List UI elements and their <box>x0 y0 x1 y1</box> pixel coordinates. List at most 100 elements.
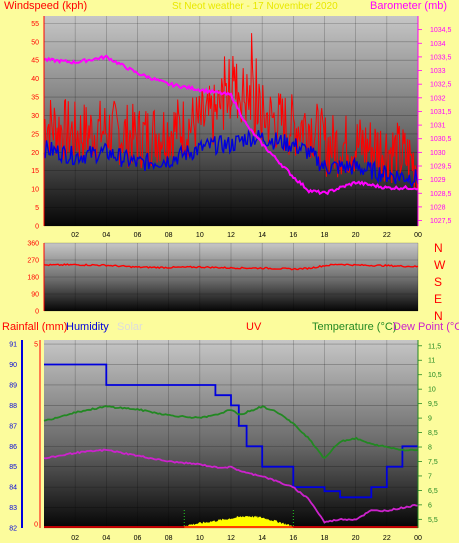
compass-labels: N W S E N <box>434 240 445 325</box>
wind-x-tick: 10 <box>196 232 204 239</box>
temperature-y-tick: 9,5 <box>428 401 438 408</box>
baro-y-tick: 1032 <box>430 95 446 102</box>
windspeed-line <box>43 33 419 191</box>
wind-x-tick: 02 <box>71 232 79 239</box>
baro-y-tick: 1033,5 <box>430 54 452 61</box>
temperature-line <box>43 405 419 459</box>
temperature-y-tick: 11 <box>428 358 435 365</box>
temperature-y-tick: 8,5 <box>428 430 438 437</box>
bottom-x-tick: 18 <box>321 535 329 542</box>
baro-y-tick: 1031,5 <box>430 109 452 116</box>
wind-x-tick: 12 <box>227 232 235 239</box>
bottom-x-tick: 06 <box>134 535 142 542</box>
baro-y-tick: 1030 <box>430 150 446 157</box>
site-date-title: St Neot weather - 17 November 2020 <box>172 1 338 12</box>
wind-y-tick: 10 <box>31 187 39 194</box>
wind-y-tick: 55 <box>31 21 39 28</box>
rain-y-tick: 5 <box>34 342 38 349</box>
wind-y-tick: 25 <box>31 131 39 138</box>
baro-y-tick: 1032,5 <box>430 82 452 89</box>
dew-point-line <box>43 448 419 524</box>
baro-y-tick: 1029,5 <box>430 164 452 171</box>
rain-y-tick: 0 <box>34 522 38 529</box>
wind-y-tick: 40 <box>31 76 39 83</box>
wind-y-tick: 45 <box>31 58 39 65</box>
temperature-y-tick: 6,5 <box>428 488 438 495</box>
compass-s: S <box>434 275 443 289</box>
humidity-title: Humidity <box>66 321 109 333</box>
humidity-y-tick: 82 <box>9 526 17 533</box>
humidity-y-tick: 90 <box>9 362 17 369</box>
direction-y-tick: 90 <box>31 292 39 299</box>
humidity-y-tick: 83 <box>9 505 17 512</box>
humidity-line <box>44 363 418 499</box>
direction-y-tick: 360 <box>27 241 39 248</box>
wind-x-tick: 06 <box>134 232 142 239</box>
direction-y-tick: 0 <box>35 309 39 316</box>
baro-y-tick: 1027,5 <box>430 218 452 225</box>
uv-title: UV <box>246 321 262 333</box>
compass-e: E <box>434 292 443 306</box>
temperature-y-tick: 10,5 <box>428 372 442 379</box>
temperature-y-tick: 8 <box>428 445 432 452</box>
humidity-y-tick: 87 <box>9 423 17 430</box>
barometer-line <box>43 54 419 196</box>
direction-plot-area <box>44 243 418 311</box>
wind-y-tick: 50 <box>31 39 39 46</box>
wind-y-tick: 15 <box>31 168 39 175</box>
temperature-y-tick: 6 <box>428 502 432 509</box>
wind-x-tick: 22 <box>383 232 391 239</box>
temperature-y-tick: 9 <box>428 416 432 423</box>
compass-w: W <box>434 258 446 272</box>
compass-n-bottom: N <box>434 309 443 323</box>
rainfall-title: Rainfall (mm) <box>2 321 68 333</box>
bottom-x-tick: 20 <box>352 535 360 542</box>
dew-point-title: Dew Point (°C) <box>393 321 459 333</box>
direction-y-tick: 270 <box>27 258 39 265</box>
wind-direction-line <box>43 263 419 271</box>
wind-title: Windspeed (kph) <box>4 0 88 12</box>
bottom-x-tick: 00 <box>414 535 422 542</box>
compass-n-top: N <box>434 241 443 255</box>
direction-y-tick: 180 <box>27 275 39 282</box>
wind-x-tick: 20 <box>352 232 360 239</box>
baro-y-tick: 1029 <box>430 177 446 184</box>
baro-y-tick: 1034 <box>430 41 446 48</box>
wind-x-tick: 18 <box>321 232 329 239</box>
baro-y-tick: 1034,5 <box>430 27 452 34</box>
bottom-x-tick: 04 <box>102 535 110 542</box>
bottom-x-tick: 14 <box>258 535 266 542</box>
wind-x-tick: 16 <box>289 232 297 239</box>
temperature-y-tick: 7 <box>428 473 432 480</box>
temperature-y-tick: 10 <box>428 387 436 394</box>
bottom-x-tick: 10 <box>196 535 204 542</box>
temperature-y-tick: 11,5 <box>428 343 441 350</box>
humidity-y-tick: 91 <box>9 342 17 349</box>
bottom-x-tick: 22 <box>383 535 391 542</box>
bottom-x-tick: 02 <box>71 535 79 542</box>
temperature-title: Temperature (°C) <box>312 321 397 333</box>
wind-y-tick: 0 <box>35 224 39 231</box>
wind-x-tick: 14 <box>258 232 266 239</box>
humidity-y-tick: 84 <box>9 485 17 492</box>
bottom-x-tick: 12 <box>227 535 235 542</box>
baro-y-tick: 1028 <box>430 204 446 211</box>
wind-y-tick: 30 <box>31 113 39 120</box>
humidity-y-tick: 86 <box>9 444 17 451</box>
wind-y-tick: 35 <box>31 95 39 102</box>
wind-y-tick: 20 <box>31 150 39 157</box>
baro-y-tick: 1033 <box>430 68 446 75</box>
wind-x-tick: 08 <box>165 232 173 239</box>
wind-x-tick: 04 <box>102 232 110 239</box>
baro-y-tick: 1028,5 <box>430 191 452 198</box>
humidity-y-tick: 88 <box>9 403 17 410</box>
solar-title: Solar <box>117 321 143 333</box>
baro-y-tick: 1031 <box>430 123 446 130</box>
wind-y-tick: 5 <box>35 205 39 212</box>
humidity-y-tick: 85 <box>9 464 17 471</box>
baro-y-tick: 1030,5 <box>430 136 452 143</box>
wind-plot-area <box>44 16 418 226</box>
solar-area <box>184 515 294 528</box>
temperature-y-tick: 7,5 <box>428 459 438 466</box>
